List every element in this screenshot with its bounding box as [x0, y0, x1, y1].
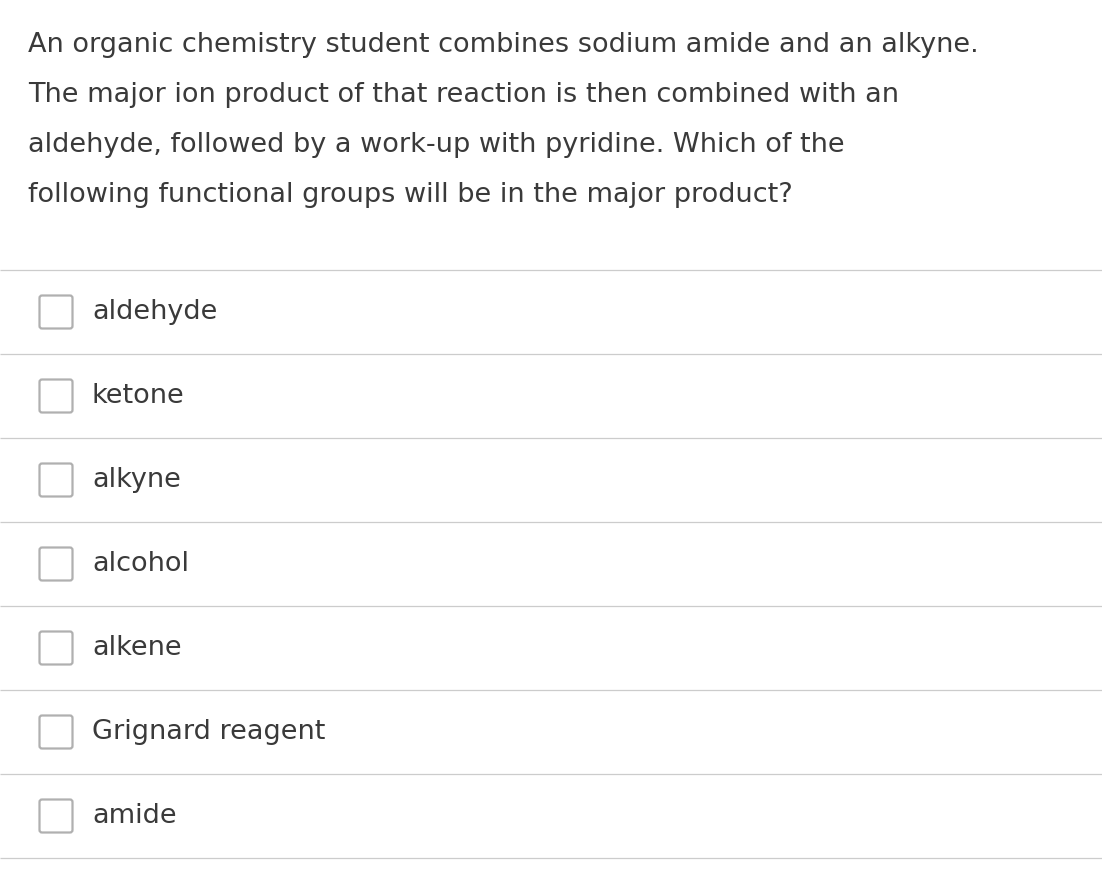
- FancyBboxPatch shape: [40, 716, 73, 748]
- Text: aldehyde, followed by a work-up with pyridine. Which of the: aldehyde, followed by a work-up with pyr…: [28, 132, 844, 158]
- Text: An organic chemistry student combines sodium amide and an alkyne.: An organic chemistry student combines so…: [28, 32, 979, 58]
- Text: ketone: ketone: [91, 383, 185, 409]
- FancyBboxPatch shape: [40, 463, 73, 496]
- Text: aldehyde: aldehyde: [91, 299, 217, 325]
- Text: alkene: alkene: [91, 635, 182, 661]
- Text: alcohol: alcohol: [91, 551, 190, 577]
- Text: Grignard reagent: Grignard reagent: [91, 719, 325, 745]
- Text: The major ion product of that reaction is then combined with an: The major ion product of that reaction i…: [28, 82, 899, 108]
- Text: amide: amide: [91, 803, 176, 829]
- Text: following functional groups will be in the major product?: following functional groups will be in t…: [28, 182, 792, 208]
- FancyBboxPatch shape: [40, 632, 73, 664]
- FancyBboxPatch shape: [40, 295, 73, 329]
- FancyBboxPatch shape: [40, 379, 73, 413]
- FancyBboxPatch shape: [40, 547, 73, 580]
- Text: alkyne: alkyne: [91, 467, 181, 493]
- FancyBboxPatch shape: [40, 800, 73, 833]
